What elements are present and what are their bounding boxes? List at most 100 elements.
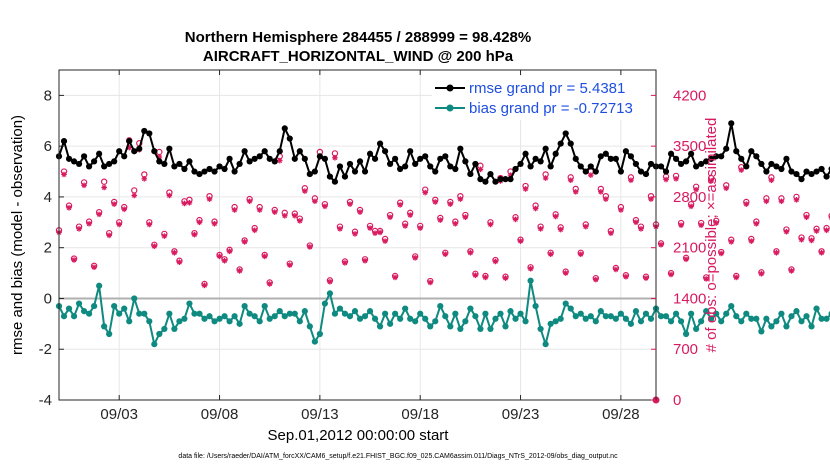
rmse-point-131 (713, 153, 720, 160)
bias-point-81 (462, 318, 469, 325)
rmse-point-20 (156, 158, 163, 165)
rmse-point-147 (793, 170, 800, 178)
rmse-point-12 (116, 148, 123, 155)
obs-assimilated-point-66 (387, 214, 393, 221)
obs-assimilated-point-84 (477, 166, 484, 173)
obs-assimilated-stroke-134-3 (728, 239, 734, 245)
obs-assimilated-point-139 (753, 220, 760, 227)
obs-assimilated-stroke-28-3 (197, 219, 202, 225)
obs-assimilated-stroke-4-3 (76, 226, 82, 232)
obs-assimilated-point-147 (793, 197, 800, 203)
rmse-point-136 (738, 155, 745, 162)
bias-point-139 (753, 315, 760, 322)
bias-point-36 (236, 320, 243, 327)
rmse-point-114 (627, 153, 635, 160)
obs-assimilated-stroke-63-3 (372, 230, 378, 236)
rmse-point-51 (311, 168, 318, 175)
obs-assimilated-point-137 (743, 201, 750, 207)
rmse-point-84 (477, 176, 484, 183)
bias-point-72 (417, 310, 424, 317)
bias-point-8 (96, 282, 103, 289)
obs-assimilated-stroke-95-3 (533, 206, 538, 211)
bias-point-59 (351, 308, 359, 315)
bias-point-16 (136, 310, 143, 317)
obs-assimilated-stroke-13-3 (121, 206, 127, 212)
bias-point-136 (738, 318, 745, 325)
obs-assimilated-stroke-5-3 (81, 182, 87, 188)
obs-assimilated-point-5 (81, 182, 87, 189)
obs-assimilated-point-4 (76, 226, 82, 232)
bias-point-38 (246, 310, 253, 317)
rmse-point-6 (86, 163, 93, 170)
rmse-point-55 (331, 178, 339, 185)
legend-bias-label: bias grand pr = -0.72713 (469, 100, 633, 117)
rmse-point-59 (351, 168, 359, 175)
bias-point-2 (65, 305, 73, 312)
bias-point-78 (447, 323, 454, 330)
obs-assimilated-stroke-137-3 (743, 201, 749, 207)
rmse-point-8 (96, 150, 103, 157)
obs-assimilated-stroke-96-3 (538, 226, 543, 232)
obs-assimilated-point-123 (673, 175, 679, 182)
obs-assimilated-point-113 (623, 273, 629, 280)
rmse-point-78 (447, 163, 454, 170)
obs-assimilated-point-82 (467, 249, 474, 256)
bias-point-61 (361, 313, 369, 320)
rmse-point-15 (131, 148, 138, 155)
rmse-point-82 (467, 170, 474, 178)
bias-point-85 (482, 310, 489, 317)
rmse-point-152 (818, 165, 825, 173)
obs-assimilated-point-150 (808, 237, 815, 244)
obs-assimilated-stroke-14-3 (126, 145, 132, 150)
bias-point-53 (321, 300, 328, 307)
obs-assimilated-stroke-73-3 (422, 190, 428, 195)
obs-assimilated-point-108 (598, 189, 604, 195)
obs-assimilated-point-30 (206, 196, 213, 202)
bias-point-108 (597, 308, 604, 315)
obs-assimilated-stroke-114-3 (628, 177, 634, 183)
rmse-point-42 (266, 155, 273, 162)
rmse-point-57 (341, 173, 349, 180)
obs-assimilated-point-76 (437, 217, 444, 223)
obs-possible-point-154 (828, 213, 830, 219)
rmse-point-44 (276, 148, 283, 155)
obs-assimilated-point-6 (86, 220, 92, 227)
rmse-point-129 (703, 158, 710, 165)
bias-point-46 (286, 310, 293, 317)
obs-assimilated-point-78 (447, 201, 454, 207)
rmse-point-63 (371, 155, 379, 162)
bias-point-145 (783, 323, 790, 330)
obs-assimilated-stroke-53-3 (322, 203, 328, 209)
bias-point-3 (70, 313, 78, 320)
rmse-point-149 (803, 168, 810, 175)
obs-assimilated-stroke-141-3 (763, 198, 769, 204)
legend-rmse-label: rmse grand pr = 5.4381 (469, 80, 625, 97)
obs-assimilated-point-47 (291, 212, 298, 219)
obs-assimilated-point-135 (733, 274, 740, 281)
rmse-point-89 (502, 176, 509, 183)
obs-assimilated-stroke-112-3 (618, 207, 624, 213)
obs-assimilated-point-130 (708, 178, 714, 184)
plot-frame (58, 69, 657, 401)
bias-point-144 (778, 310, 785, 317)
obs-assimilated-stroke-44-3 (277, 158, 283, 164)
bias-point-126 (688, 310, 695, 317)
obs-assimilated-point-143 (773, 249, 780, 256)
bias-point-7 (91, 302, 98, 310)
bias-point-24 (176, 318, 183, 325)
obs-assimilated-point-46 (286, 262, 293, 268)
obs-assimilated-point-112 (618, 207, 624, 213)
obs-assimilated-stroke-8-3 (96, 211, 102, 217)
rmse-point-61 (361, 168, 369, 175)
obs-assimilated-stroke-87-3 (493, 259, 498, 264)
bias-point-82 (467, 305, 474, 312)
rmse-point-81 (462, 158, 469, 165)
rmse-point-87 (492, 178, 499, 185)
rmse-point-122 (667, 150, 675, 157)
obs-assimilated-point-94 (527, 265, 534, 272)
obs-assimilated-point-51 (312, 198, 318, 205)
bias-point-17 (141, 310, 148, 317)
y-left-tick-label-6: 8 (44, 87, 52, 104)
obs-assimilated-stroke-131-3 (713, 220, 719, 226)
